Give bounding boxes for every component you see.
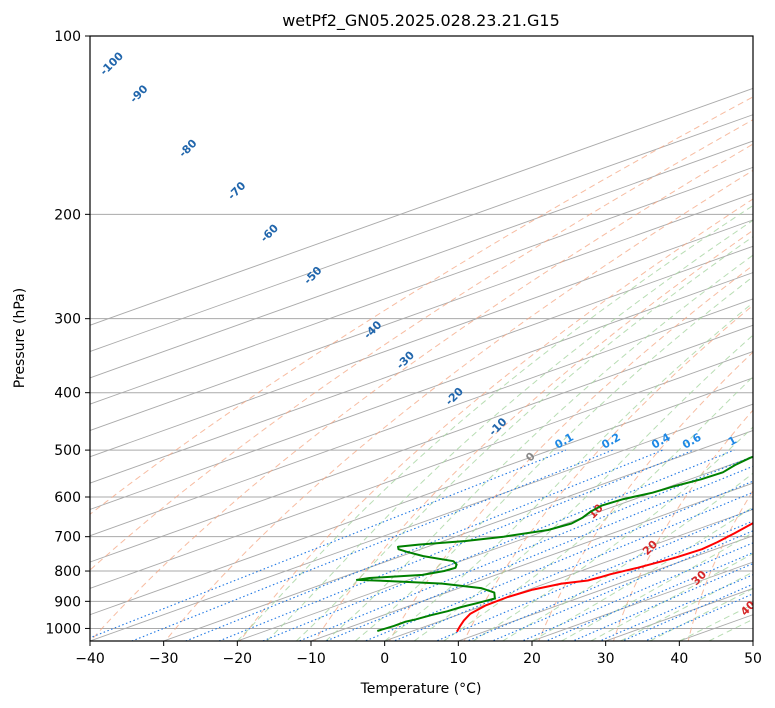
isotherm-line: [383, 508, 753, 641]
mixing-ratio-line: [90, 449, 567, 639]
isotherm-line: [162, 429, 753, 641]
dry-adiabat-line: [90, 143, 753, 641]
mixing-ratio-line: [620, 583, 753, 641]
moist-adiabat-line: [354, 276, 753, 641]
y-tick-label: 600: [54, 490, 81, 506]
isotherm-line: [90, 114, 753, 353]
mixing-ratio-line: [598, 574, 753, 641]
isotherm-line: [90, 272, 753, 510]
moist-adiabat-line: [384, 302, 753, 641]
mixing-ratio-line: [324, 465, 753, 641]
y-tick-label: 200: [54, 207, 81, 223]
y-tick-label: 500: [54, 443, 81, 459]
plot-frame: [89, 35, 754, 642]
x-tick-label: −30: [149, 651, 179, 667]
y-tick-label: 400: [54, 386, 81, 402]
isotherm-line: [90, 219, 753, 458]
dewpoint-profile-line: [355, 455, 753, 632]
chart-title: wetPf2_GN05.2025.028.23.21.G15: [282, 11, 560, 31]
isotherm-line: [90, 377, 753, 616]
dry-adiabat-line: [463, 304, 753, 641]
background-lines: [90, 36, 753, 641]
moist-adiabat-line: [266, 219, 753, 641]
x-axis-title: Temperature (°C): [360, 681, 482, 697]
y-tick-label: 700: [54, 530, 81, 546]
x-tick-label: −10: [296, 651, 326, 667]
dry-adiabat-line: [90, 96, 753, 515]
y-tick-label: 300: [54, 312, 81, 328]
y-tick-label: 100: [54, 29, 81, 45]
dry-adiabat-line: [90, 119, 753, 571]
isotherm-line: [90, 87, 753, 326]
dry-adiabat-line: [314, 229, 753, 641]
x-tick-label: 10: [449, 651, 467, 667]
x-tick-label: 0: [380, 651, 389, 667]
moist-adiabat-line: [531, 506, 753, 641]
x-tick-label: 20: [523, 651, 541, 667]
isotherm-line: [90, 140, 753, 379]
mixing-ratio-line: [643, 593, 753, 641]
dry-adiabat-line: [538, 351, 753, 641]
dry-adiabat-line: [239, 198, 753, 641]
x-tick-label: −20: [223, 651, 253, 667]
x-tick-label: 50: [744, 651, 762, 667]
mixing-ratio-line: [217, 449, 694, 641]
mixing-ratio-line: [392, 491, 753, 641]
dry-adiabat-line: [164, 169, 753, 641]
y-tick-label: 800: [54, 564, 81, 580]
y-tick-label: 900: [54, 594, 81, 610]
isotherm-line: [90, 245, 753, 484]
moist-adiabat-line: [472, 426, 753, 641]
isotherm-line: [235, 456, 753, 641]
isotherm-line: [90, 166, 753, 405]
mixing-ratio-line: [297, 455, 753, 641]
isotherm-line: [309, 482, 753, 641]
moist-adiabat-line: [649, 588, 753, 641]
x-tick-label: 40: [670, 651, 688, 667]
mixing-ratio-line: [571, 562, 753, 641]
moist-adiabat-line: [413, 334, 753, 641]
moist-adiabat-line: [295, 236, 753, 641]
dry-adiabat-line: [687, 489, 753, 641]
x-tick-label: 30: [597, 651, 615, 667]
isotherm-line: [90, 298, 753, 537]
temperature-profile-line: [456, 521, 753, 633]
mixing-ratio-line: [466, 520, 753, 641]
dry-adiabat-line: [388, 264, 753, 641]
axis-ticks: −40 −30 −20 −10 0 10 20 30 40 50 100 200 300 400 500 60…: [45, 29, 762, 667]
isotherm-line: [90, 193, 753, 431]
moist-adiabat-line: [502, 472, 753, 641]
sounding-profiles: [355, 455, 753, 633]
y-axis-title: Pressure (hPa): [12, 288, 28, 388]
x-tick-label: −40: [75, 651, 105, 667]
isotherm-line: [90, 324, 753, 563]
mixing-ratio-line: [490, 530, 753, 641]
isotherm-line: [90, 403, 753, 641]
isotherm-line: [90, 351, 753, 589]
moist-adiabat-line: [325, 254, 753, 641]
moist-adiabat-line: [620, 571, 753, 641]
moist-adiabat-line: [236, 204, 753, 641]
y-tick-label: 1000: [45, 621, 81, 637]
isotherm-line: [456, 535, 753, 641]
